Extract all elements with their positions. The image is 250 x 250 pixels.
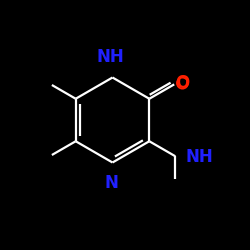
- Text: O: O: [175, 74, 190, 92]
- Text: NH: NH: [96, 48, 124, 66]
- Text: N: N: [104, 174, 118, 192]
- Text: NH: NH: [185, 148, 213, 166]
